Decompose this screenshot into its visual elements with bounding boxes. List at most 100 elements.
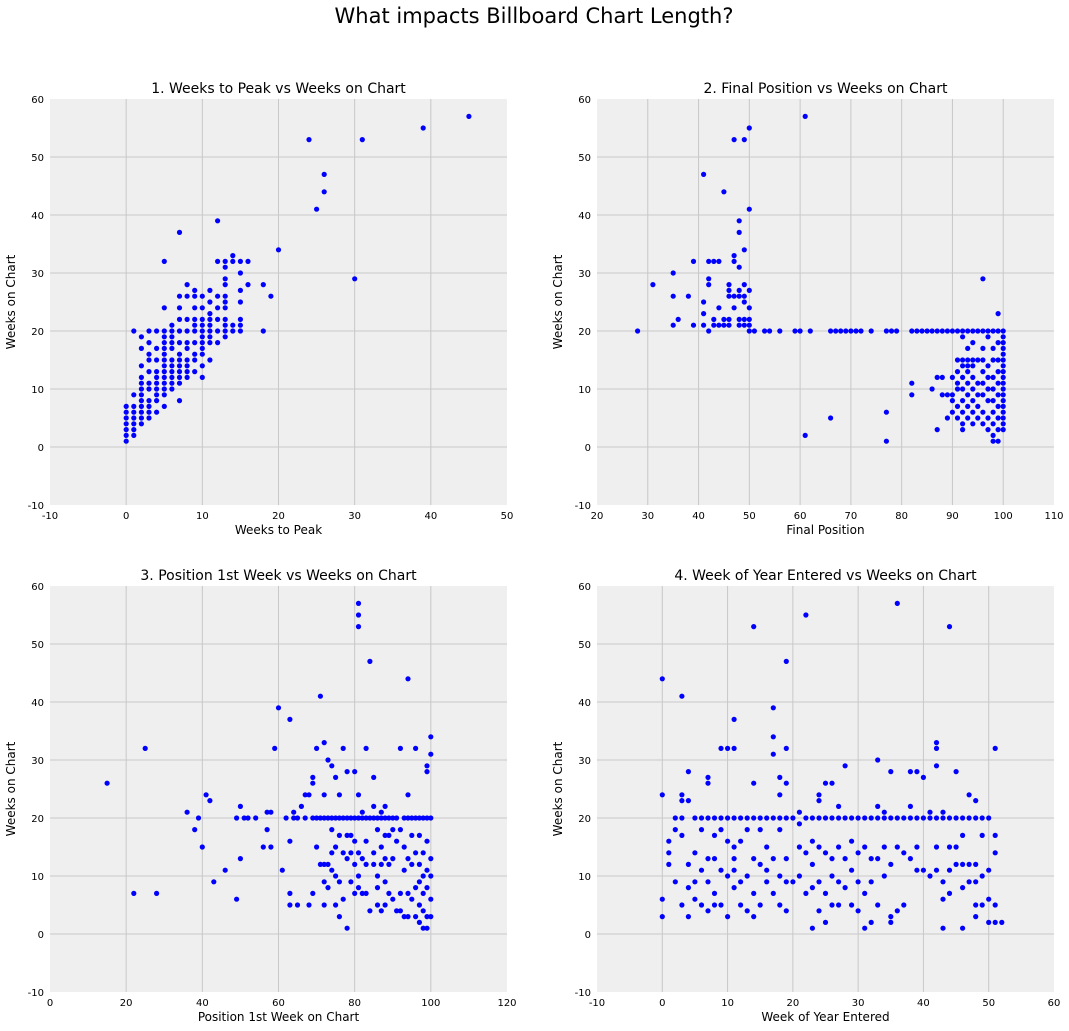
data-point (192, 305, 198, 311)
data-point (914, 844, 920, 850)
y-tick-label: 30 (31, 756, 44, 767)
data-point (894, 908, 900, 914)
data-point (184, 809, 190, 815)
data-point (659, 896, 665, 902)
data-point (1000, 398, 1006, 404)
data-point (985, 415, 991, 421)
data-point (718, 745, 724, 752)
data-point (192, 293, 198, 299)
data-point (954, 357, 961, 363)
y-tick-label: 40 (578, 211, 591, 222)
data-point (965, 363, 971, 369)
data-point (990, 328, 996, 334)
data-point (397, 745, 403, 752)
data-point (966, 815, 972, 821)
data-point (836, 844, 842, 850)
data-point (995, 380, 1001, 386)
data-point (169, 386, 175, 392)
data-point (711, 815, 718, 821)
data-point (816, 798, 822, 804)
data-point (995, 427, 1001, 433)
data-point (401, 914, 407, 920)
data-point (828, 415, 834, 421)
data-point (914, 328, 920, 334)
data-point (176, 369, 183, 375)
data-point (731, 867, 737, 873)
data-point (237, 322, 243, 328)
data-point (809, 861, 816, 868)
data-point (211, 879, 217, 885)
data-point (770, 751, 776, 757)
data-point (176, 293, 183, 299)
data-point (966, 792, 972, 798)
y-tick-label: 60 (31, 582, 44, 593)
data-point (842, 815, 848, 821)
data-point (405, 676, 411, 682)
data-point (416, 815, 422, 821)
data-point (816, 908, 822, 914)
data-point (237, 287, 243, 293)
x-tick-label: 60 (794, 511, 807, 522)
data-point (264, 827, 270, 833)
data-point (838, 328, 844, 334)
data-point (123, 409, 129, 415)
data-point (796, 873, 803, 879)
data-point (374, 873, 381, 879)
data-point (954, 403, 961, 409)
data-point (416, 861, 422, 868)
data-point (783, 745, 789, 752)
data-point (816, 792, 822, 798)
data-point (738, 902, 744, 908)
data-point (146, 398, 152, 404)
data-point (1000, 351, 1006, 357)
data-point (858, 328, 864, 334)
data-point (995, 438, 1001, 444)
data-point (979, 873, 985, 879)
data-point (946, 844, 953, 850)
chart-panel-4: -10 0 10 20 30 40 50 60 -10 0 10 20 30 40 50 60 4. Week … (551, 568, 1060, 1024)
data-point (416, 879, 422, 885)
data-point (992, 850, 998, 856)
data-point (260, 844, 266, 850)
data-point (306, 137, 312, 143)
data-point (718, 902, 724, 908)
data-point (146, 380, 152, 386)
x-tick-label: 40 (196, 998, 209, 1009)
data-point (685, 769, 692, 775)
data-point (692, 815, 698, 821)
data-point (401, 867, 407, 873)
data-point (764, 879, 770, 885)
data-point (237, 328, 243, 334)
x-axis-label-3: Position 1st Week on Chart (198, 1010, 360, 1024)
y-tick-label: 40 (31, 211, 44, 222)
data-point (698, 815, 705, 821)
data-point (679, 902, 685, 908)
data-point (970, 409, 976, 415)
data-point (215, 316, 221, 322)
data-point (995, 357, 1001, 363)
data-point (355, 624, 362, 630)
data-point (920, 774, 927, 781)
data-point (169, 357, 175, 363)
data-point (138, 421, 144, 427)
data-point (192, 351, 198, 357)
data-point (352, 838, 358, 844)
data-point (310, 890, 316, 897)
x-tick-label: 20 (591, 511, 604, 522)
data-point (777, 873, 783, 879)
x-tick-label: 80 (348, 998, 361, 1009)
data-point (207, 340, 213, 346)
data-point (770, 856, 776, 862)
data-point (960, 386, 966, 392)
data-point (975, 328, 981, 334)
data-point (770, 890, 776, 897)
data-point (965, 345, 971, 351)
data-point (741, 137, 747, 143)
data-point (990, 438, 996, 444)
data-point (966, 861, 972, 868)
data-point (199, 328, 205, 334)
data-point (352, 276, 358, 282)
data-point (378, 815, 384, 821)
data-point (965, 357, 971, 363)
data-point (731, 253, 737, 259)
